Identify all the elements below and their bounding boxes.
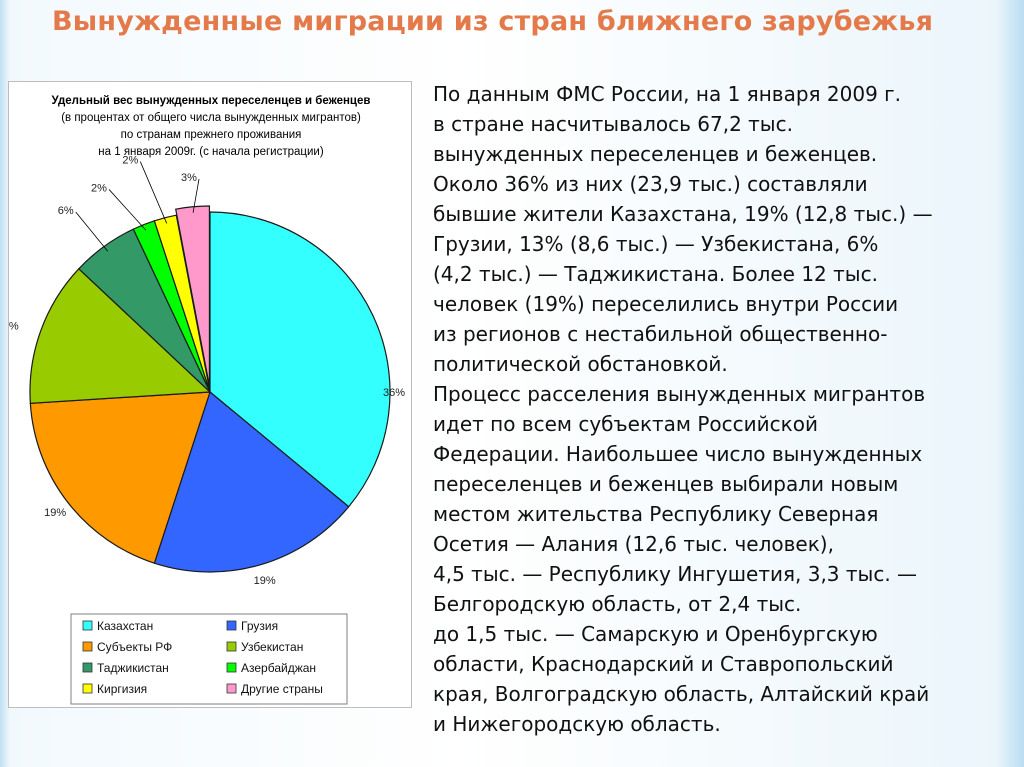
body-text-line: и Нижегородскую область. [433,712,721,736]
body-text-line: вынужденных переселенцев и беженцев. [433,142,878,166]
legend-frame [70,613,348,705]
body-text-line: Белгородскую область, от 2,4 тыс. [433,592,802,616]
body-text-line: из регионов с нестабильной общественно- [433,322,888,346]
pie-slice [153,390,350,573]
pie-data-label: 2% [91,182,107,194]
legend-swatch [226,683,237,694]
body-text-line: переселенцев и беженцев выбирали новым [433,472,899,496]
legend-label: Таджикистан [97,661,169,675]
body-text-line: идет по всем субъектам Российской [433,412,818,436]
legend-swatch [226,641,237,652]
pie-slice [29,267,212,404]
legend-label: Грузия [241,619,278,633]
chart-title-line: (в процентах от общего числа вынужденных… [61,112,361,124]
chart-legend: Казахстан Грузия Субъекты РФ Узбекистан Тадж… [70,613,348,705]
legend-label: Узбекистан [241,640,303,654]
chart-panel: Удельный вес вынужденных переселенцев и … [8,81,412,708]
body-text-line: до 1,5 тыс. — Самарскую и Оренбургскую [433,622,878,646]
legend-swatch [82,683,93,694]
chart-title-line: Удельный вес вынужденных переселенцев и … [52,95,371,107]
body-text: По данным ФМС России, на 1 января 2009 г… [433,79,993,739]
pie-data-label: 3% [181,172,197,184]
body-text-line: (4,2 тыс.) — Таджикистана. Более 12 тыс. [433,262,878,286]
leader-line [108,189,147,231]
pie-slice [175,205,211,387]
pie-data-label: 6% [58,205,74,217]
legend-swatch [82,662,93,673]
leader-line [192,178,200,213]
body-text-line: Осетия — Алания (12,6 тыс. человек), [433,532,834,556]
body-text-line: 4,5 тыс. — Республику Ингушетия, 3,3 тыс… [433,562,918,586]
leader-line [139,161,168,224]
chart-title: Удельный вес вынужденных переселенцев и … [52,95,371,158]
legend-label: Киргизия [97,682,147,696]
pie-data-label: 19% [44,507,66,519]
slide-left-edge [0,0,10,767]
leader-line [75,211,109,252]
body-text-line: Грузии, 13% (8,6 тыс.) — Узбекистана, 6% [433,232,879,256]
body-text-line: Процесс расселения вынужденных мигрантов [433,382,926,406]
pie-slice [29,391,211,564]
body-text-line: области, Краснодарский и Ставропольский [433,652,894,676]
slide-title: Вынужденные миграции из стран ближнего з… [52,6,934,37]
pie-data-labels: 36% 19% 19% 13% 6% 2% 2% 3% [9,155,405,588]
body-text-line: Около 36% из них (23,9 тыс.) составляли [433,172,868,196]
legend-label: Другие страны [241,682,323,696]
body-text-line: По данным ФМС России, на 1 января 2009 г… [433,82,902,106]
pie-data-label: 13% [9,321,19,333]
chart-title-line: на 1 января 2009г. (с начала регистрации… [98,146,324,158]
body-text-line: местом жительства Республику Северная [433,502,879,526]
pie-data-label: 2% [122,155,138,167]
body-text-line: в стране насчитывалось 67,2 тыс. [433,112,793,136]
chart-title-line: по странам прежнего проживания [121,129,302,141]
pie-chart: Удельный вес вынужденных переселенцев и … [9,95,405,705]
legend-label: Казахстан [97,619,153,633]
pie-slice [209,211,391,508]
body-text-line: Федерации. Наибольшее число вынужденных [433,442,923,466]
pie-slices [29,205,391,573]
body-text-line: края, Волгоградскую область, Алтайский к… [433,682,930,706]
legend-swatch [226,620,237,631]
pie-leader-lines [75,161,200,252]
legend-swatch [82,620,93,631]
pie-data-label: 19% [254,575,276,587]
legend-swatch [226,662,237,673]
body-text-line: человек (19%) переселились внутри России [433,292,899,316]
body-text-line: политической обстановкой. [433,352,728,376]
legend-swatch [82,641,93,652]
slide-right-edge [996,0,1024,767]
legend-label: Субъекты РФ [97,640,172,654]
body-text-line: бывшие жители Казахстана, 19% (12,8 тыс.… [433,202,933,226]
legend-label: Азербайджан [241,661,316,675]
pie-data-label: 36% [383,387,405,399]
